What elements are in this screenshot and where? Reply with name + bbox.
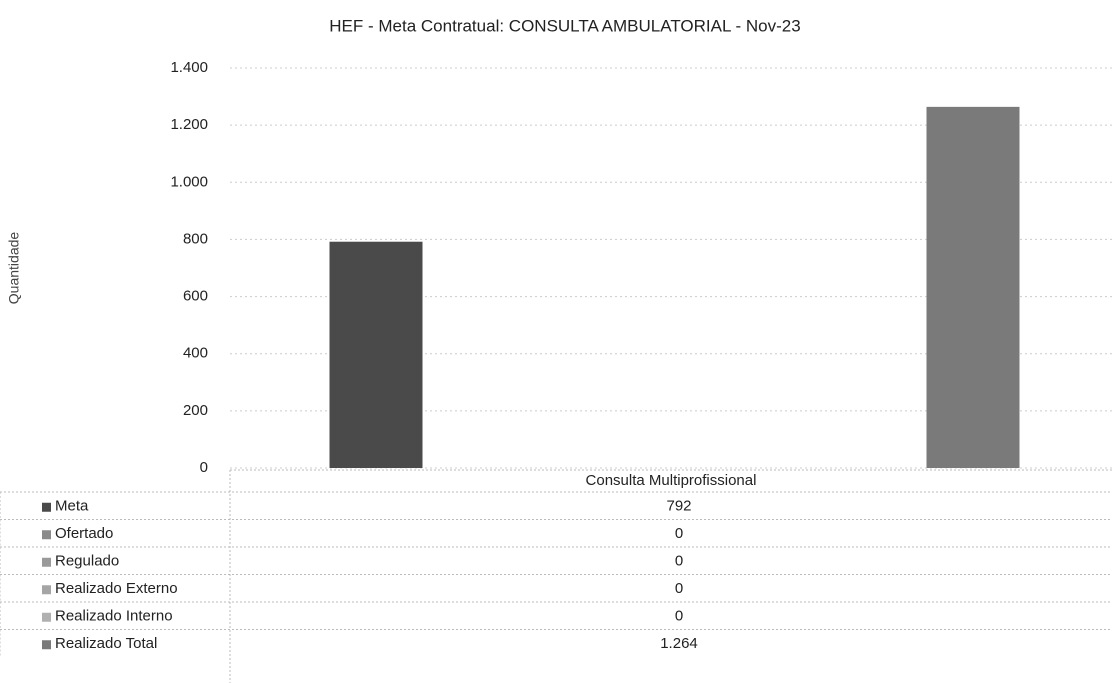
legend-swatch <box>42 502 51 512</box>
value-label: 792 <box>666 498 691 515</box>
category-label: Consulta Multiprofissional <box>586 472 757 489</box>
y-axis-title: Quantidade <box>6 232 22 305</box>
y-tick-label: 200 <box>183 402 208 419</box>
y-tick-label: 1.000 <box>170 173 208 190</box>
value-label: 0 <box>675 525 683 542</box>
value-label: 0 <box>675 580 683 597</box>
legend-label: Realizado Total <box>55 635 157 652</box>
y-tick-label: 0 <box>200 459 208 476</box>
legend-swatch <box>42 612 51 622</box>
bar <box>926 106 1020 468</box>
legend-swatch <box>42 640 51 650</box>
legend-label: Realizado Externo <box>55 580 178 597</box>
y-tick-label: 1.200 <box>170 116 208 133</box>
chart-title: HEF - Meta Contratual: CONSULTA AMBULATO… <box>329 16 800 35</box>
legend-swatch <box>42 585 51 595</box>
legend-label: Meta <box>55 498 89 515</box>
legend-swatch <box>42 557 51 567</box>
legend-label: Regulado <box>55 553 119 570</box>
value-label: 0 <box>675 608 683 625</box>
bar <box>329 241 423 468</box>
value-label: 0 <box>675 553 683 570</box>
y-tick-label: 400 <box>183 345 208 362</box>
y-tick-label: 800 <box>183 230 208 247</box>
legend-label: Realizado Interno <box>55 608 173 625</box>
y-tick-label: 1.400 <box>170 59 208 76</box>
legend-label: Ofertado <box>55 525 113 542</box>
value-label: 1.264 <box>660 635 698 652</box>
y-tick-label: 600 <box>183 288 208 305</box>
legend-swatch <box>42 530 51 540</box>
